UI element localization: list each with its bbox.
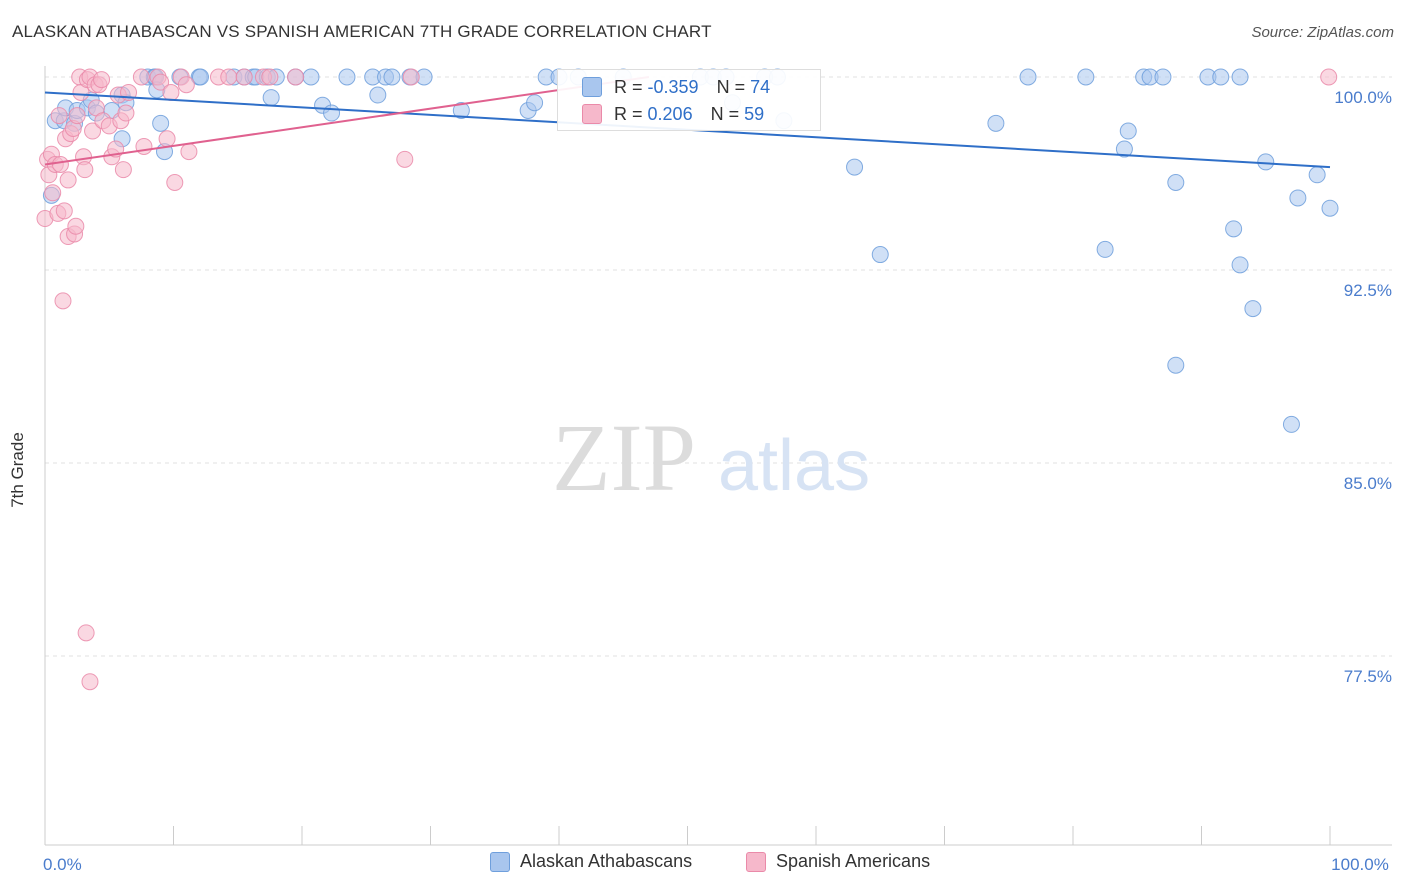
point-alaskan-athabascan [323,104,341,122]
point-alaskan-athabascan [152,114,170,132]
point-spanish-american [114,161,132,179]
point-alaskan-athabascan [1096,240,1114,258]
stats-row-blue: R = -0.359 N = 74 [582,74,770,100]
y-tick-label: 77.5% [1344,667,1392,686]
point-alaskan-athabascan [526,94,544,112]
point-spanish-american [158,130,176,148]
legend-label-pink: Spanish Americans [776,851,931,871]
point-spanish-american [55,202,73,220]
point-alaskan-athabascan [1154,68,1172,86]
point-alaskan-athabascan [1257,153,1275,171]
tick-labels: 100.0% 92.5% 85.0% 77.5% 0.0% 100.0% [43,88,1392,874]
point-spanish-american [166,174,184,192]
point-alaskan-athabascan [1308,166,1326,184]
point-alaskan-athabascan [871,246,889,264]
point-alaskan-athabascan [1167,356,1185,374]
point-alaskan-athabascan [1077,68,1095,86]
legend-label-blue: Alaskan Athabascans [520,851,693,871]
stats-n-blue: 74 [750,76,771,97]
x-tick-label: 0.0% [43,855,82,874]
point-spanish-american [287,68,305,86]
axes [44,66,1392,846]
point-spanish-american [152,73,170,91]
point-alaskan-athabascan [1019,68,1037,86]
point-spanish-american [59,171,77,189]
point-spanish-american [77,624,95,642]
point-spanish-american [50,107,68,125]
point-alaskan-athabascan [987,114,1005,132]
point-spanish-american [1320,68,1338,86]
point-alaskan-athabascan [1231,68,1249,86]
grid-lines [45,76,1392,657]
point-alaskan-athabascan [1119,122,1137,140]
point-alaskan-athabascan [338,68,356,86]
point-spanish-american [135,137,153,155]
point-alaskan-athabascan [383,68,401,86]
legend-item-spanish-americans[interactable]: Spanish Americans [746,851,930,872]
point-alaskan-athabascan [1212,68,1230,86]
trend-line-spanish-americans [44,76,650,166]
legend-swatch-blue [490,851,510,872]
point-alaskan-athabascan [1289,189,1307,207]
stats-r-label: R = [614,103,643,124]
point-spanish-american [44,184,62,202]
point-spanish-american [180,143,198,161]
point-alaskan-athabascan [262,89,280,107]
point-alaskan-athabascan [1244,300,1262,318]
point-spanish-american [261,68,279,86]
stats-n-label: N = [716,76,746,97]
point-alaskan-athabascan [1167,174,1185,192]
point-spanish-american [54,292,72,310]
point-spanish-american [84,122,102,140]
y-tick-label: 85.0% [1344,474,1392,493]
stats-r-label: R = [614,76,643,97]
stats-r-pink: 0.206 [647,103,693,124]
legend-item-alaskan-athabascans[interactable]: Alaskan Athabascans [490,851,692,872]
watermark: ZIP atlas [552,404,870,511]
x-tick-label: 100.0% [1331,855,1389,874]
stats-r-blue: -0.359 [647,76,699,97]
point-spanish-american [402,68,420,86]
chart-title: ALASKAN ATHABASCAN VS SPANISH AMERICAN 7… [12,22,712,41]
point-alaskan-athabascan [1282,415,1300,433]
point-alaskan-athabascan [1321,199,1339,217]
point-spanish-american [132,68,150,86]
point-alaskan-athabascan [846,158,864,176]
point-alaskan-athabascan [191,68,209,86]
point-spanish-american [235,68,253,86]
swatch-pink [582,104,602,124]
point-alaskan-athabascan [452,101,470,119]
point-spanish-american [67,217,85,235]
point-alaskan-athabascan [1115,140,1133,158]
watermark-zip: ZIP [552,404,696,511]
point-spanish-american [93,71,111,89]
point-spanish-american [51,155,69,173]
stats-legend: R = -0.359 N = 74 R = 0.206 N = 59 [557,69,821,131]
legend-swatch-pink [746,851,766,872]
point-spanish-american [396,150,414,168]
point-alaskan-athabascan [369,86,387,104]
point-spanish-american [76,161,94,179]
point-spanish-american [68,107,86,125]
watermark-atlas: atlas [718,426,870,506]
point-alaskan-athabascan [1225,220,1243,238]
point-spanish-american [81,673,99,691]
stats-n-label: N = [710,103,740,124]
stats-row-pink: R = 0.206 N = 59 [582,101,764,127]
series-spanish-americans [36,68,1338,691]
chart-source: Source: ZipAtlas.com [1251,24,1394,41]
point-alaskan-athabascan [302,68,320,86]
point-spanish-american [177,76,195,94]
point-spanish-american [117,104,135,122]
swatch-blue [582,77,602,97]
point-spanish-american [220,68,238,86]
point-alaskan-athabascan [1231,256,1249,274]
y-tick-label: 92.5% [1344,281,1392,300]
y-tick-label: 100.0% [1334,88,1392,107]
stats-n-pink: 59 [744,103,765,124]
point-spanish-american [162,83,180,101]
